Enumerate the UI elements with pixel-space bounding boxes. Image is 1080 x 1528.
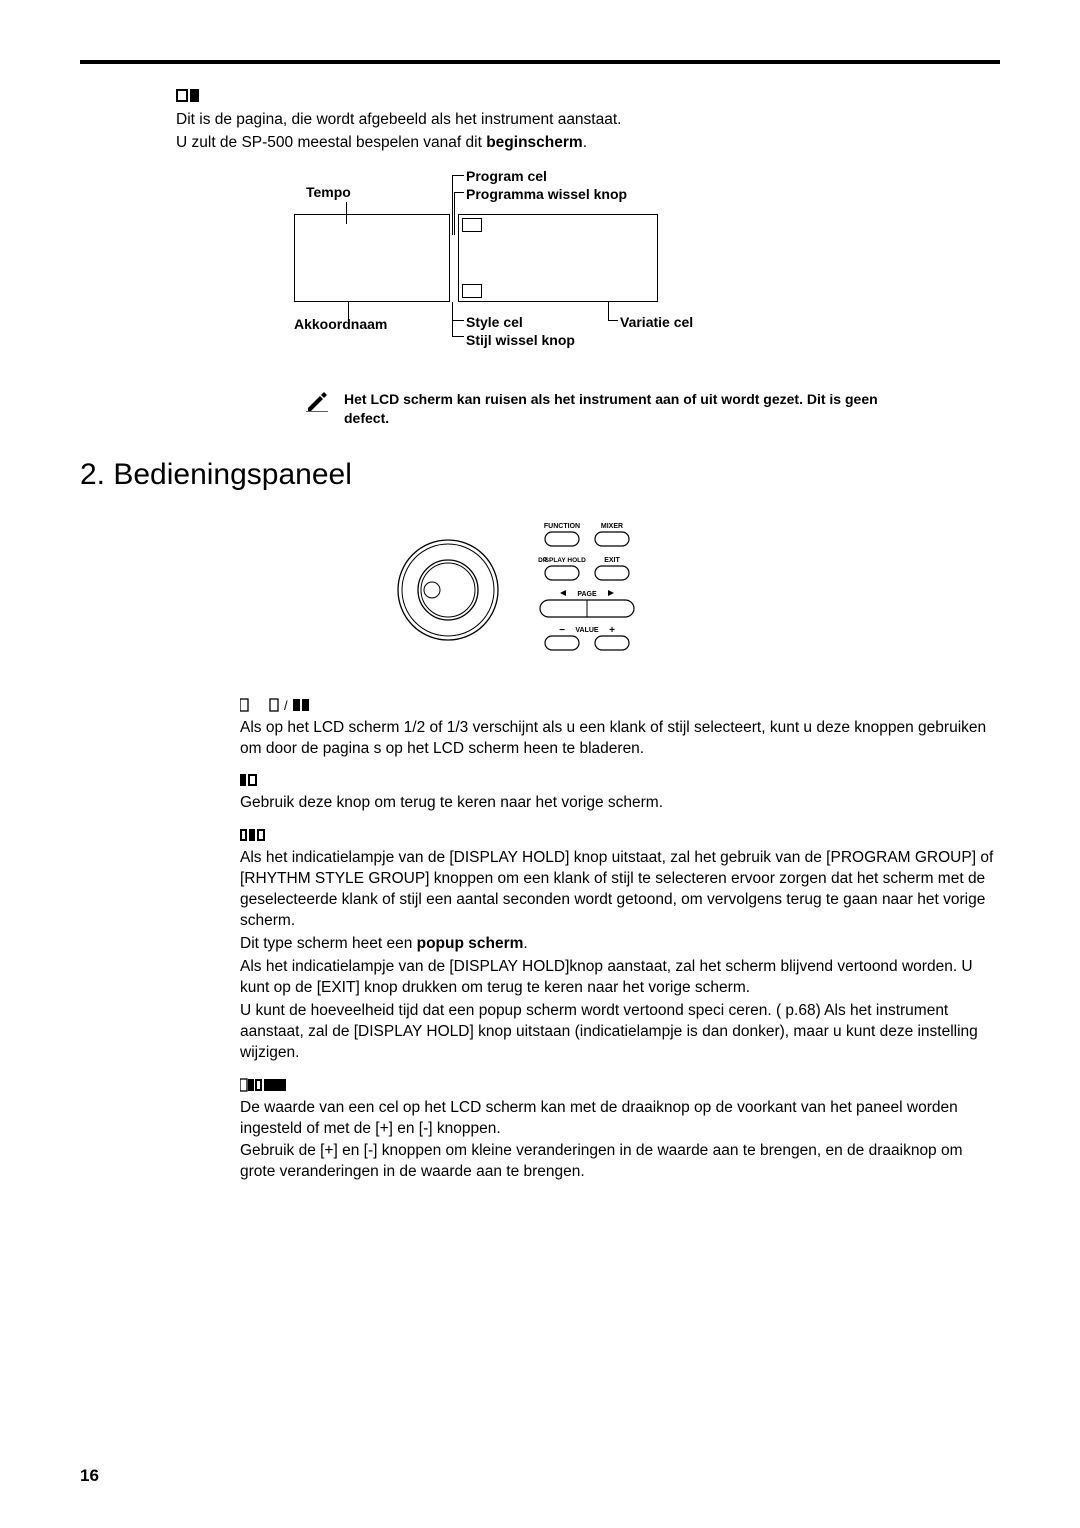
displayhold-glyph-icon (240, 828, 266, 842)
intro-block: Dit is de pagina, die wordt afgebeeld al… (176, 88, 1000, 428)
value-glyph-icon (240, 1078, 288, 1092)
label-style-cel: Style cel (466, 314, 523, 330)
label-value: VALUE (575, 627, 599, 634)
svg-text:/: / (284, 698, 288, 712)
value-p2: Gebruik de [+] en [-] knoppen om kleine … (240, 1141, 1000, 1183)
square-glyph-icon (176, 88, 206, 104)
label-tempo: Tempo (306, 184, 351, 200)
heading-bedieningspaneel: 2. Bedieningspaneel (80, 458, 1000, 492)
exit-glyph-icon (240, 773, 260, 787)
value-p1: De waarde van een cel op het LCD scherm … (240, 1098, 1000, 1140)
intro-line2: U zult de SP-500 meestal bespelen vanaf … (176, 133, 1000, 154)
exit-section-glyph (240, 773, 1000, 792)
pencil-icon (306, 390, 328, 412)
begin-screen-diagram: Tempo Program cel Programma wissel knop (176, 168, 1000, 368)
svg-text:−: − (559, 625, 565, 636)
dh-p2: Dit type scherm heet een popup scherm. (240, 934, 1000, 955)
label-stijl-wissel: Stijl wissel knop (466, 332, 575, 348)
label-programma-wissel: Programma wissel knop (466, 186, 627, 202)
intro-glyph-row (176, 88, 1000, 109)
exit-section-body: Gebruik deze knop om terug te keren naar… (240, 793, 1000, 814)
control-panel-diagram: FUNCTION MIXER DISPLAY HOLD EXIT PAGE VA… (80, 510, 1000, 670)
svg-text:+: + (609, 625, 615, 636)
note-line1: Het LCD scherm kan ruisen als het instru… (344, 390, 878, 409)
label-variatie-cel: Variatie cel (620, 314, 693, 330)
label-page: PAGE (577, 591, 597, 598)
page-section-glyph: / (240, 698, 1000, 717)
label-program-cel: Program cel (466, 168, 547, 184)
displayhold-section-glyph (240, 828, 1000, 847)
body-sections: / Als op het LCD scherm 1/2 of 1/3 versc… (240, 698, 1000, 1184)
dh-p3: Als het indicatielampje van de [DISPLAY … (240, 957, 1000, 999)
dh-p1: Als het indicatielampje van de [DISPLAY … (240, 848, 1000, 932)
page-section-body: Als op het LCD scherm 1/2 of 1/3 verschi… (240, 718, 1000, 760)
dh-p4: U kunt de hoeveelheid tijd dat een popup… (240, 1001, 1000, 1064)
value-section-glyph (240, 1078, 1000, 1097)
label-exit: EXIT (604, 557, 620, 564)
page-number: 16 (80, 1466, 99, 1486)
page-glyph-icon: / (240, 698, 310, 712)
label-function: FUNCTION (544, 523, 580, 530)
intro-line1: Dit is de pagina, die wordt afgebeeld al… (176, 110, 1000, 131)
note-line2: defect. (344, 409, 878, 428)
label-akkoordnaam: Akkoordnaam (294, 316, 387, 332)
label-mixer: MIXER (601, 523, 623, 530)
lcd-noise-note: Het LCD scherm kan ruisen als het instru… (306, 390, 1000, 428)
